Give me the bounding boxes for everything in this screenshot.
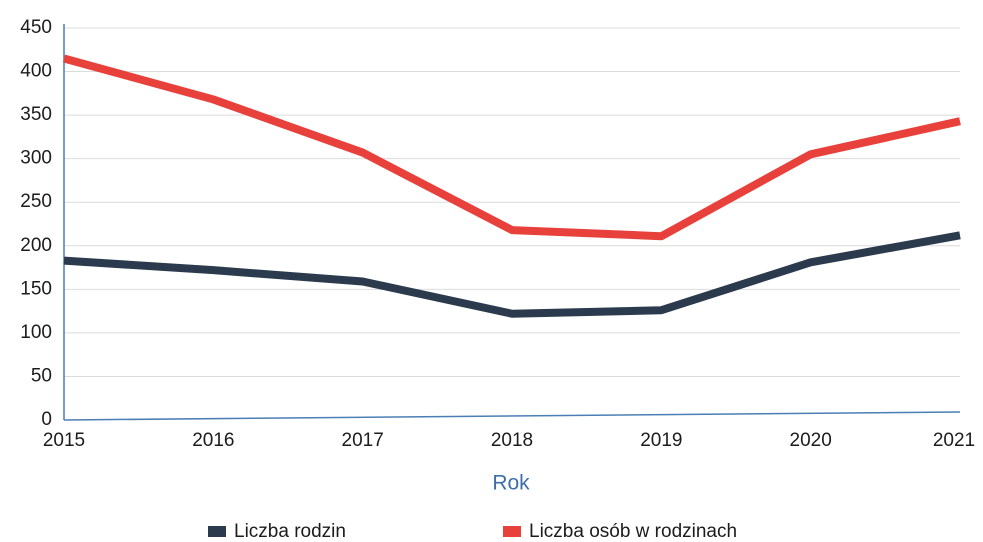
y-tick-label: 150	[20, 278, 52, 299]
y-tick-label: 50	[31, 365, 52, 386]
x-tick-label: 2020	[790, 430, 832, 451]
y-tick-label: 100	[20, 322, 52, 343]
legend-swatch	[208, 526, 226, 537]
y-tick-label: 250	[20, 191, 52, 212]
series-line	[63, 231, 961, 318]
legend-label: Liczba osób w rodzinach	[529, 521, 737, 542]
x-axis	[63, 411, 961, 421]
y-tick-label: 0	[41, 409, 52, 430]
series-line	[62, 54, 961, 241]
x-tick-label: 2017	[342, 430, 384, 451]
x-tick-label: 2016	[192, 430, 234, 451]
y-tick-label: 200	[20, 235, 52, 256]
x-tick-label: 2021	[933, 430, 975, 451]
y-tick-label: 300	[20, 148, 52, 169]
y-tick-label: 400	[20, 61, 52, 82]
x-tick-label: 2019	[640, 430, 682, 451]
x-axis-label: Rok	[492, 472, 530, 495]
y-tick-label: 450	[20, 17, 52, 38]
x-tick-label: 2018	[491, 430, 533, 451]
legend-label: Liczba rodzin	[234, 521, 346, 542]
y-tick-label: 350	[20, 104, 52, 125]
x-tick-label: 2015	[43, 430, 85, 451]
legend-swatch	[503, 526, 521, 537]
